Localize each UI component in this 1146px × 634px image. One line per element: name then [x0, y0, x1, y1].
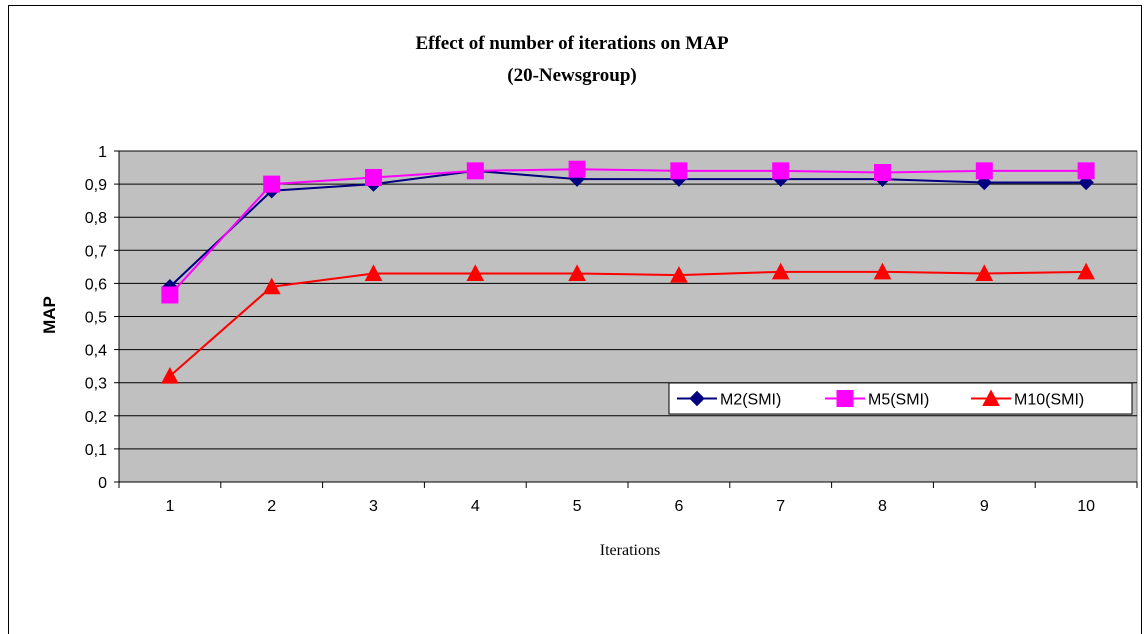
series-line-2: [169, 270, 1087, 377]
data-point: [364, 264, 383, 281]
data-point: [873, 262, 892, 280]
series-line-1: [169, 168, 1087, 296]
data-point: [670, 162, 688, 180]
data-point: [670, 266, 688, 283]
chart-subtitle: (20-Newsgroup): [507, 65, 636, 86]
legend-marker: [836, 390, 854, 407]
data-point: [365, 168, 382, 186]
y-tick-label: 0,3: [85, 376, 107, 393]
data-point: [568, 264, 586, 281]
y-tick-label: 0,2: [85, 409, 107, 426]
y-tick-label: 0,7: [85, 243, 107, 260]
data-point: [466, 264, 485, 281]
legend-marker: [982, 389, 1000, 406]
x-tick-label: 1: [165, 498, 174, 515]
legend-label: M5(SMI): [868, 392, 929, 409]
legend-label: M10(SMI): [1014, 392, 1084, 409]
x-tick-label: 5: [573, 498, 582, 515]
y-tick-label: 0,9: [85, 177, 107, 194]
data-point: [161, 286, 179, 304]
x-tick-label: 4: [471, 498, 480, 515]
data-point: [161, 367, 179, 384]
y-tick-label: 0: [98, 475, 107, 492]
x-tick-label: 2: [267, 498, 276, 515]
y-tick-label: 0,5: [85, 310, 107, 327]
y-tick-label: 0,1: [85, 442, 107, 459]
y-tick-label: 0,8: [85, 210, 107, 227]
data-point: [568, 160, 586, 178]
data-point: [975, 162, 993, 180]
y-tick-label: 1: [98, 144, 107, 161]
data-point: [975, 264, 994, 281]
data-point: [874, 164, 891, 182]
x-tick-label: 10: [1077, 498, 1095, 515]
x-axis-label: Iterations: [600, 542, 660, 559]
data-point: [771, 262, 790, 280]
legend-label: M2(SMI): [720, 392, 781, 409]
legend-marker: [689, 390, 705, 407]
data-point: [1077, 162, 1095, 180]
data-point: [263, 175, 281, 193]
x-tick-label: 8: [878, 498, 887, 515]
y-tick-label: 0,6: [85, 276, 107, 293]
y-axis-label: MAP: [40, 296, 59, 334]
data-point: [262, 277, 281, 295]
legend-box: [668, 382, 1133, 415]
x-tick-label: 6: [674, 498, 683, 515]
x-tick-label: 3: [369, 498, 378, 515]
data-point: [1077, 262, 1095, 280]
chart-title: Effect of number of iterations on MAP: [415, 33, 728, 54]
data-point: [466, 162, 484, 180]
x-tick-label: 7: [776, 498, 785, 515]
y-tick-label: 0,4: [85, 343, 107, 360]
data-point: [772, 162, 790, 180]
x-tick-label: 9: [980, 498, 989, 515]
series-line-0: [169, 169, 1087, 288]
